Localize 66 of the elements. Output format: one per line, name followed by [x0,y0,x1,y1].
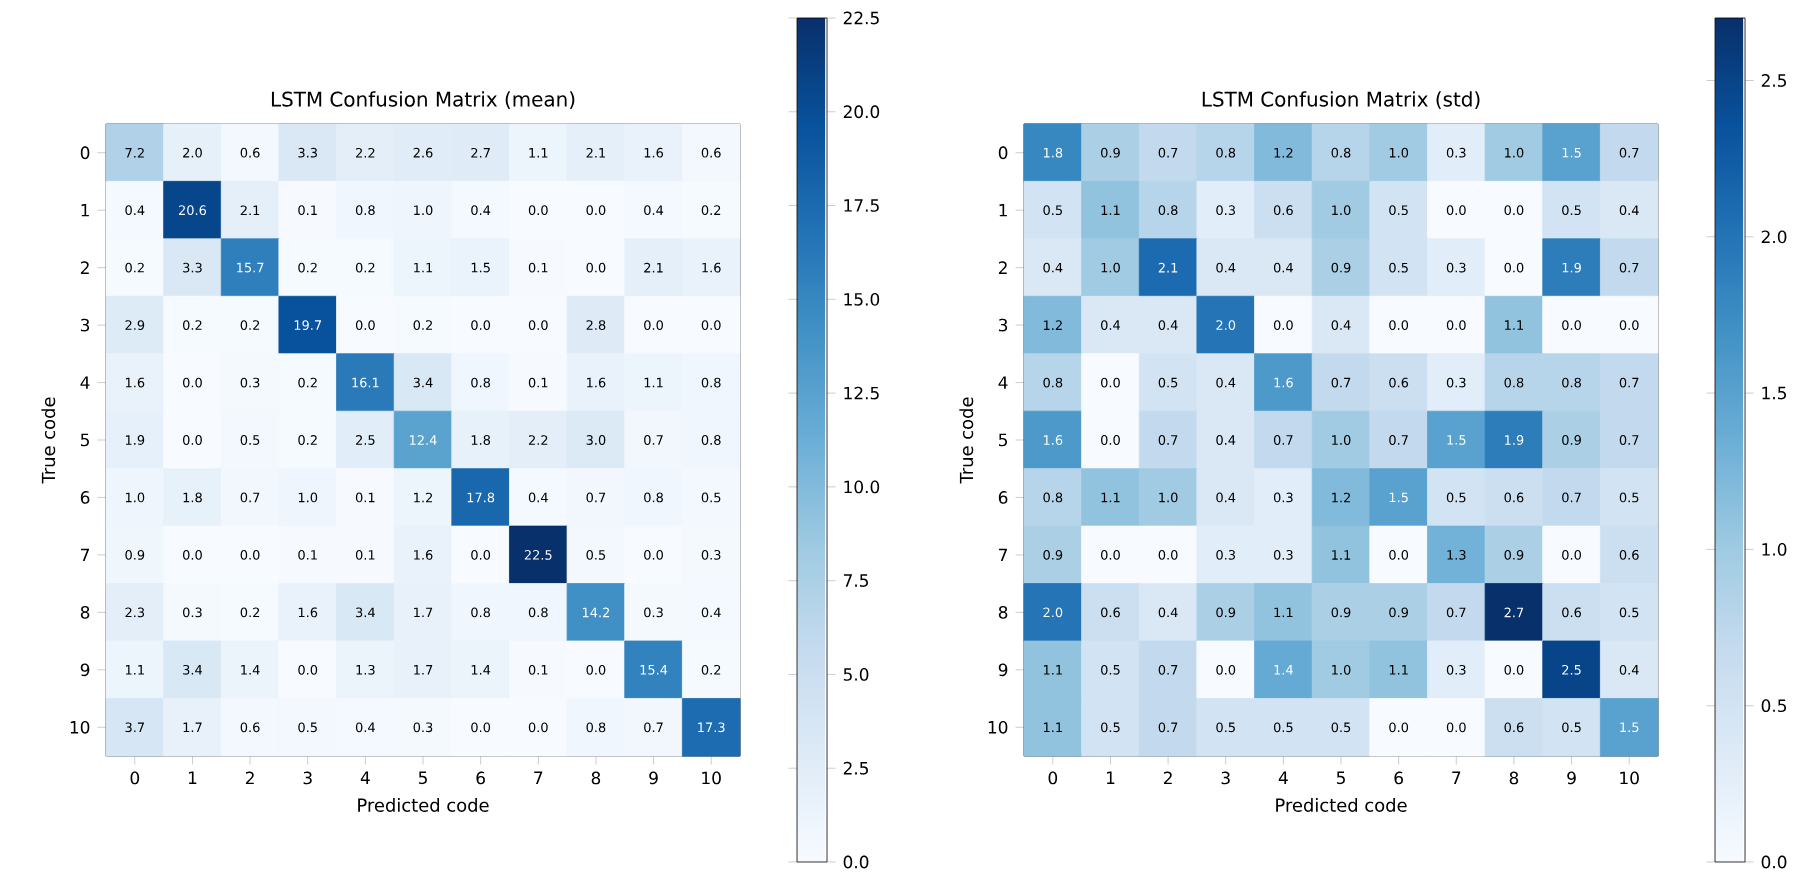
y-tick-label: 4 [998,376,1008,389]
x-tick-label: 8 [1509,771,1519,785]
x-tick-label: 0 [1048,771,1058,785]
y-tick-label: 4 [80,376,90,389]
y-tick-label: 2 [80,261,89,274]
x-tick-label: 6 [1394,771,1403,785]
chart-title: LSTM Confusion Matrix (std) [1202,91,1480,109]
y-tick-label: 6 [998,491,1008,504]
x-axis-title: Predicted code [358,798,489,812]
color-bar-label: 5.0 [843,668,869,681]
x-tick-label: 1 [1106,771,1115,784]
color-bar-label: 0.0 [843,855,869,869]
x-tick-label: 4 [360,771,370,784]
y-tick-label: 6 [80,491,90,504]
y-tick-label: 1 [999,204,1007,217]
y-tick-label: 7 [999,548,1008,562]
y-axis-title: True code [959,397,974,484]
color-bar-label: 0.5 [1761,699,1787,713]
y-tick-label: 10 [988,720,1008,734]
x-tick-label: 1 [188,771,197,784]
x-tick-label: 10 [1620,771,1639,785]
x-axis-title: Predicted code [1276,798,1407,812]
x-tick-label: 9 [649,771,658,785]
y-tick-label: 5 [999,433,1007,447]
y-tick-label: 3 [998,318,1008,332]
y-tick-label: 9 [80,663,90,677]
y-tick-label: 2 [998,261,1007,274]
color-bar-label: 22.5 [843,11,879,25]
chart-title: LSTM Confusion Matrix (mean) [271,91,575,109]
color-bar-label: 7.5 [843,574,868,587]
x-tick-label: 6 [476,771,485,785]
x-tick-label: 10 [702,771,721,785]
color-bar-label: 2.0 [1761,230,1787,244]
x-tick-label: 0 [130,771,140,785]
color-bar-label: 1.0 [1762,543,1787,556]
y-tick-label: 0 [998,146,1008,160]
color-bar-label: 12.5 [844,386,879,400]
y-axis-title: True code [41,397,56,484]
x-tick-label: 2 [1163,771,1172,785]
y-tick-label: 5 [80,433,89,447]
color-bar-label: 17.5 [844,199,879,212]
y-tick-label: 8 [998,605,1008,619]
x-tick-label: 5 [1336,771,1345,785]
color-bar-label: 0.0 [1761,855,1787,869]
x-tick-label: 7 [534,771,543,784]
y-tick-label: 10 [70,720,90,734]
color-bar-label: 20.0 [843,105,880,119]
x-tick-label: 8 [591,771,601,785]
color-bar-label: 1.5 [1762,386,1787,400]
x-tick-label: 5 [418,771,427,785]
y-tick-label: 9 [998,663,1008,677]
x-tick-label: 7 [1452,771,1461,784]
color-bar-label: 10.0 [844,480,880,494]
y-tick-label: 3 [80,318,90,332]
color-bar-label: 2.5 [843,761,868,775]
x-tick-label: 4 [1278,771,1288,784]
y-tick-label: 8 [80,605,90,619]
color-bar-label: 2.5 [1761,74,1787,87]
y-tick-label: 1 [81,204,89,217]
y-tick-label: 0 [80,146,90,160]
x-tick-label: 9 [1567,771,1576,785]
x-tick-label: 2 [245,771,254,785]
color-bar-label: 15.0 [844,292,880,306]
y-tick-label: 7 [81,548,90,562]
x-tick-label: 3 [303,771,312,785]
x-tick-label: 3 [1221,771,1230,785]
